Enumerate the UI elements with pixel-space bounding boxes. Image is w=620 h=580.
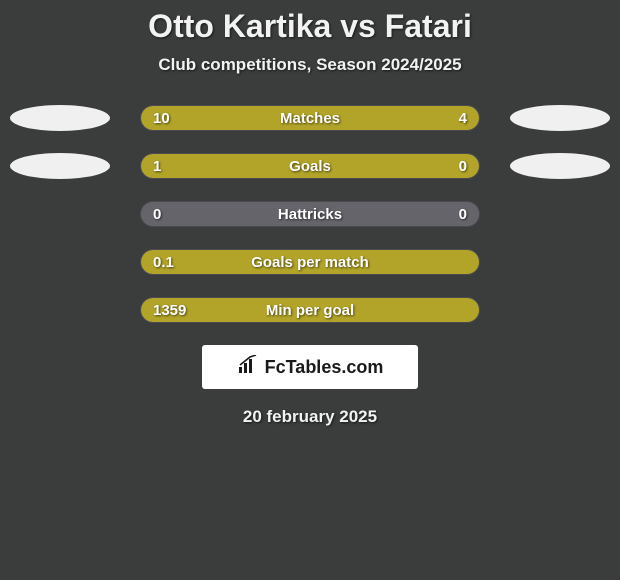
stat-row: 104Matches [0, 105, 620, 131]
comparison-card: Otto Kartika vs Fatari Club competitions… [0, 0, 620, 580]
brand-logo: FcTables.com [202, 345, 418, 389]
page-title: Otto Kartika vs Fatari [0, 8, 620, 45]
player-marker-right [510, 105, 610, 131]
footer-date: 20 february 2025 [0, 407, 620, 427]
page-subtitle: Club competitions, Season 2024/2025 [0, 55, 620, 75]
stat-row: 0.1Goals per match [0, 249, 620, 275]
stat-row: 1359Min per goal [0, 297, 620, 323]
player-marker-right [510, 153, 610, 179]
stat-bar: 0.1Goals per match [140, 249, 480, 275]
stat-bar: 104Matches [140, 105, 480, 131]
stat-label: Goals per match [141, 250, 479, 275]
player-marker-left [10, 105, 110, 131]
chart-icon [237, 355, 259, 380]
stat-bar: 1359Min per goal [140, 297, 480, 323]
brand-logo-text: FcTables.com [265, 357, 384, 378]
stats-region: 104Matches 10Goals 00Hattricks 0.1Goals per… [0, 105, 620, 323]
stat-label: Hattricks [141, 202, 479, 227]
stat-row: 00Hattricks [0, 201, 620, 227]
stat-label: Matches [141, 106, 479, 131]
stat-bar: 00Hattricks [140, 201, 480, 227]
player-marker-left [10, 153, 110, 179]
stat-label: Min per goal [141, 298, 479, 323]
stat-row: 10Goals [0, 153, 620, 179]
stat-bar: 10Goals [140, 153, 480, 179]
stat-label: Goals [141, 154, 479, 179]
